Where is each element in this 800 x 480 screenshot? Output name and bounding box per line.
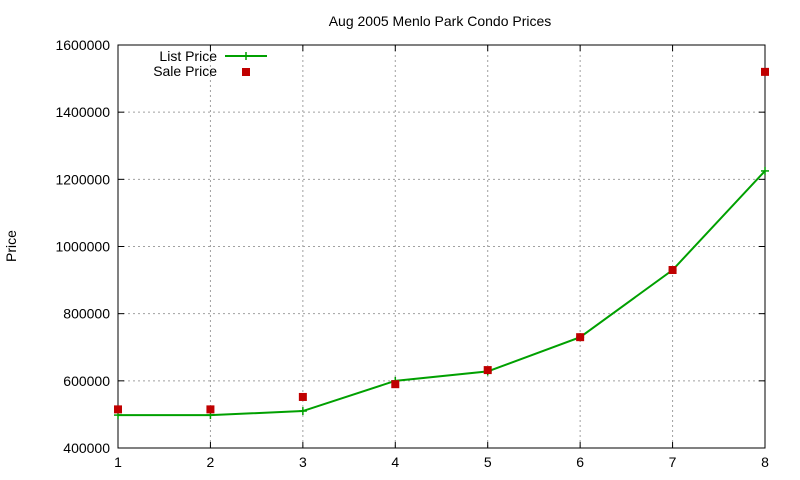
x-tick-label: 6	[576, 454, 584, 470]
sale-price-point	[483, 366, 492, 375]
sale-price-point	[576, 333, 585, 342]
y-tick-label: 1200000	[55, 171, 110, 187]
y-tick-label: 1400000	[55, 104, 110, 120]
sale-price-point	[298, 392, 307, 401]
y-tick-label: 1000000	[55, 239, 110, 255]
list-price-point	[298, 407, 307, 416]
series-layer	[114, 67, 769, 420]
y-tick-label: 1600000	[55, 37, 110, 53]
x-tick-label: 7	[669, 454, 677, 470]
x-tick-label: 8	[761, 454, 769, 470]
y-tick-label: 800000	[63, 306, 110, 322]
y-axis-label: Price	[3, 230, 19, 262]
legend-label-list-price: List Price	[159, 48, 217, 64]
list-price-point	[761, 166, 769, 175]
x-tick-label: 5	[484, 454, 492, 470]
x-tick-label: 4	[391, 454, 399, 470]
x-tick-label: 2	[207, 454, 215, 470]
chart-title: Aug 2005 Menlo Park Condo Prices	[329, 13, 552, 29]
legend-sample-list-price-marker	[242, 52, 250, 60]
list-price-line	[118, 170, 766, 417]
legend-sample-sale-price	[242, 68, 250, 76]
y-tick-label: 600000	[63, 373, 110, 389]
x-tick-label: 1	[114, 454, 122, 470]
sale-price-point	[668, 266, 677, 275]
plot-frame	[117, 44, 766, 449]
grid-lines	[118, 45, 765, 448]
sale-price-point	[206, 405, 215, 414]
x-tick-label: 3	[299, 454, 307, 470]
sale-price-point	[391, 380, 400, 389]
legend-label-sale-price: Sale Price	[153, 63, 217, 79]
y-tick-label: 400000	[63, 440, 110, 456]
legend: List Price Sale Price	[153, 48, 267, 79]
axis-ticks: 400000 600000 800000 1000000 1200000 1400000 1…	[55, 37, 769, 470]
sale-price-point	[114, 405, 122, 414]
sale-price-point	[761, 67, 769, 76]
